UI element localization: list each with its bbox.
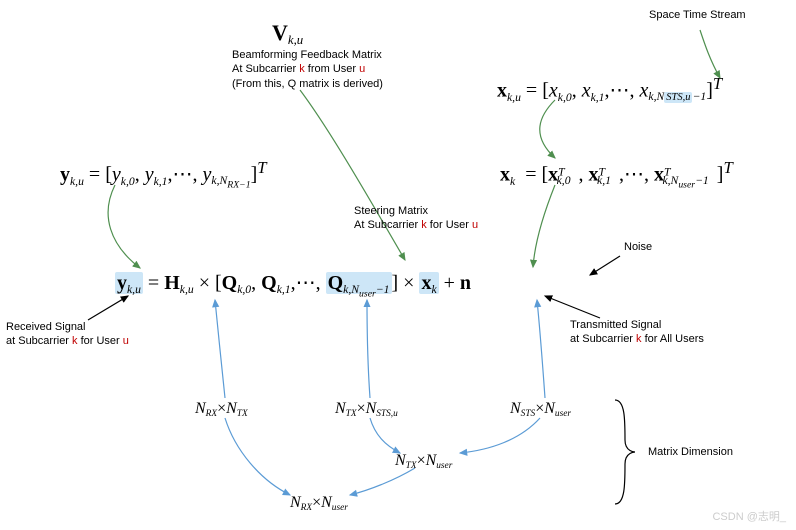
line2: At Subcarrier k for User u <box>354 218 478 232</box>
line1: Beamforming Feedback Matrix <box>232 48 383 62</box>
line1: Received Signal <box>6 320 129 334</box>
eq-main: yk,u = Hk,u × [Qk,0, Qk,1,⋯, Qk,Nuser−1]… <box>115 270 471 299</box>
line1: Transmitted Signal <box>570 318 704 332</box>
line1: Steering Matrix <box>354 204 478 218</box>
label-steering: Steering Matrix At Subcarrier k for User… <box>354 204 478 233</box>
dim-h: NRX×NTX <box>195 400 248 419</box>
line2: At Subcarrier k from User u <box>232 62 383 76</box>
label-noise: Noise <box>624 240 652 254</box>
label-transmitted-signal: Transmitted Signal at Subcarrier k for A… <box>570 318 704 347</box>
dim-nrx-nuser: NRX×Nuser <box>290 494 348 513</box>
dim-q: NTX×NSTS,u <box>335 400 398 419</box>
text: Space Time Stream <box>649 9 746 21</box>
watermark: CSDN @志明_ <box>712 508 786 524</box>
eq-x-k: xk = [xTk,0, xTk,1,⋯, xTk,Nuser−1]T <box>500 158 733 191</box>
eq-x-ku: xk,u = [xk,0, xk,1,⋯, xk,NSTS,u−1]T <box>497 74 722 103</box>
dim-ntx-nuser: NTX×Nuser <box>395 452 452 471</box>
label-received-signal: Received Signal at Subcarrier k for User… <box>6 320 129 349</box>
label-space-time-stream: Space Time Stream <box>649 8 746 22</box>
eq-v-ku-symbol: Vk,u <box>272 20 303 48</box>
line2: at Subcarrier k for User u <box>6 334 129 348</box>
line3: (From this, Q matrix is derived) <box>232 77 383 91</box>
line2: at Subcarrier k for All Users <box>570 332 704 346</box>
dim-x: NSTS×Nuser <box>510 400 571 419</box>
label-v-ku: Beamforming Feedback Matrix At Subcarrie… <box>232 48 383 91</box>
label-matrix-dimension: Matrix Dimension <box>648 445 733 459</box>
eq-y-ku: yk,u = [yk,0, yk,1,⋯, yk,NRX−1]T <box>60 158 267 191</box>
